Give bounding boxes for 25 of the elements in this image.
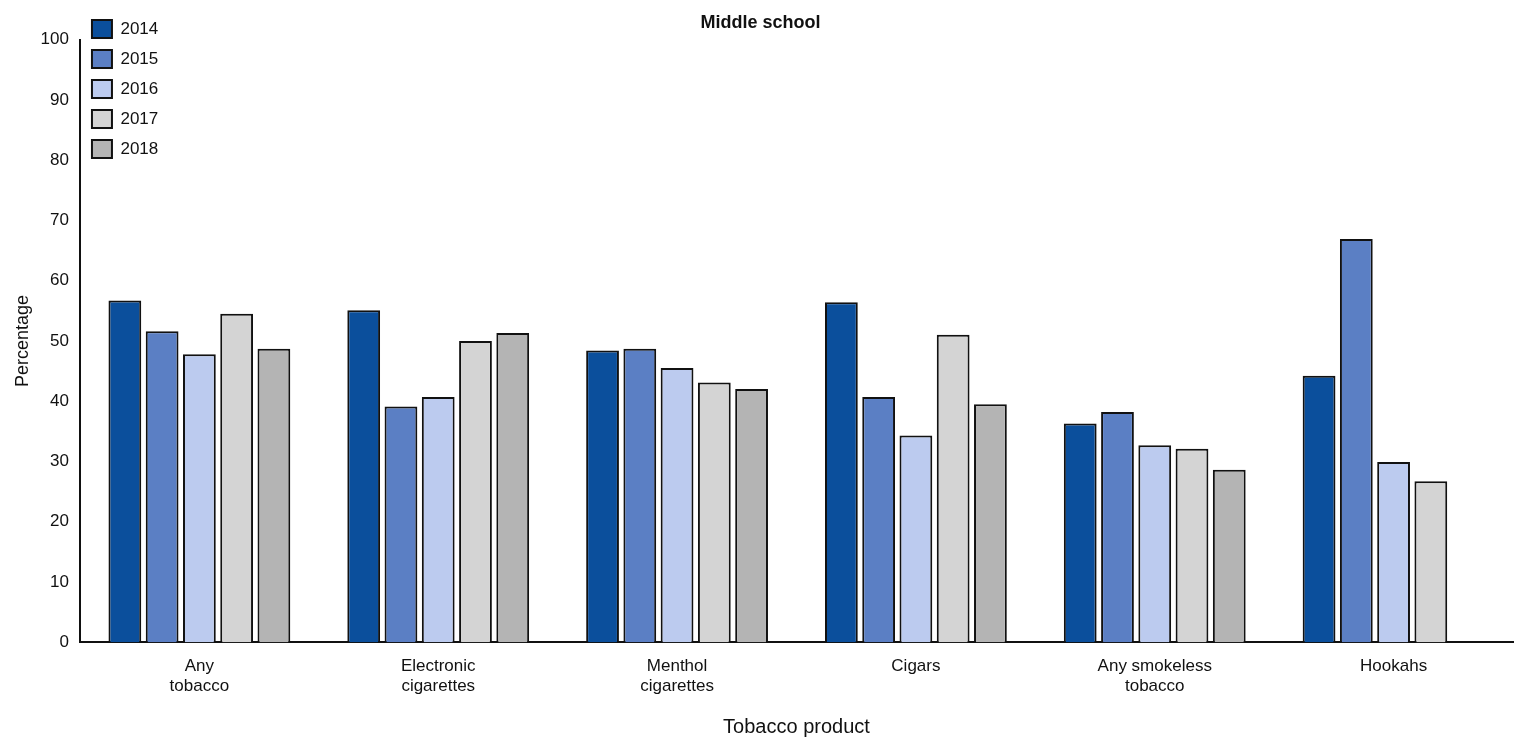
y-tick-label: 30 [50,451,69,471]
legend-label: 2016 [120,78,159,98]
x-tick-label: Menthol cigarettes [640,656,714,696]
chart-title: Middle school [700,11,821,32]
y-tick-label: 100 [40,29,69,49]
y-tick-label: 40 [50,390,69,410]
x-tick-label: Any smokeless tobacco [1097,656,1212,696]
y-tick-label: 50 [50,330,69,350]
y-tick-label: 90 [50,89,69,109]
x-tick-label: Hookahs [1360,656,1428,676]
legend-label: 2017 [120,108,159,128]
legend-label: 2018 [120,138,159,158]
x-tick-label: Electronic cigarettes [400,656,477,696]
x-tick-label: Cigars [891,656,941,676]
legend-label: 2014 [120,18,159,38]
y-tick-label: 20 [50,511,69,531]
y-tick-label: 60 [50,270,69,290]
x-tick-label: Any tobacco [169,656,230,696]
y-tick-label: 80 [50,149,69,169]
x-axis-title: Tobacco product [723,714,871,737]
y-axis-title: Percentage [11,294,32,387]
y-tick-label: 0 [59,631,69,651]
legend-label: 2015 [120,48,159,68]
y-tick-label: 10 [50,571,69,591]
y-tick-label: 70 [50,210,69,230]
